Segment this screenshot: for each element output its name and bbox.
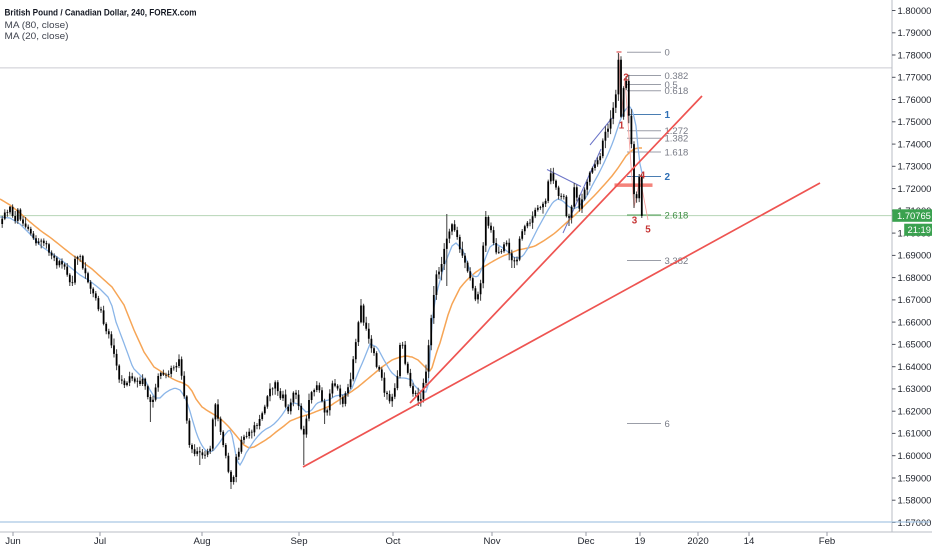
svg-text:1.80000: 1.80000: [898, 5, 932, 16]
svg-text:1.75000: 1.75000: [898, 116, 932, 127]
svg-text:Jul: Jul: [94, 536, 106, 547]
svg-text:1.76000: 1.76000: [898, 94, 932, 105]
svg-text:2: 2: [665, 172, 671, 183]
svg-text:3: 3: [632, 216, 638, 227]
svg-text:British Pound / Canadian Dolla: British Pound / Canadian Dollar, 240, FO…: [5, 7, 197, 17]
svg-text:0.5: 0.5: [665, 80, 678, 91]
svg-text:1.66000: 1.66000: [898, 316, 932, 327]
svg-text:6: 6: [665, 419, 670, 430]
svg-text:Aug: Aug: [193, 536, 210, 547]
svg-text:Jun: Jun: [5, 536, 20, 547]
svg-text:1.618: 1.618: [665, 147, 689, 158]
svg-text:1.58000: 1.58000: [898, 495, 932, 506]
svg-text:1.77000: 1.77000: [898, 72, 932, 83]
svg-text:1.61000: 1.61000: [898, 428, 932, 439]
svg-text:1.63000: 1.63000: [898, 383, 932, 394]
svg-text:2.618: 2.618: [665, 210, 689, 221]
svg-text:1.73000: 1.73000: [898, 161, 932, 172]
svg-text:1.64000: 1.64000: [898, 361, 932, 372]
svg-text:2020: 2020: [687, 536, 708, 547]
svg-text:Sep: Sep: [290, 536, 307, 547]
svg-text:Feb: Feb: [819, 536, 836, 547]
svg-text:19: 19: [635, 536, 646, 547]
svg-text:4: 4: [640, 171, 646, 182]
svg-text:MA (20, close): MA (20, close): [5, 31, 69, 41]
svg-text:5: 5: [645, 225, 651, 236]
svg-text:1.65000: 1.65000: [898, 339, 932, 350]
svg-text:Nov: Nov: [483, 536, 500, 547]
svg-text:0: 0: [665, 48, 670, 59]
svg-text:21:19: 21:19: [908, 224, 931, 235]
svg-text:1.74000: 1.74000: [898, 138, 932, 149]
svg-text:1.69000: 1.69000: [898, 250, 932, 261]
svg-text:1.59000: 1.59000: [898, 472, 932, 483]
svg-text:14: 14: [744, 536, 755, 547]
svg-text:0.618: 0.618: [665, 86, 689, 97]
svg-text:MA (80, close): MA (80, close): [5, 20, 69, 30]
svg-text:1.78000: 1.78000: [898, 49, 932, 60]
svg-text:1: 1: [619, 121, 625, 132]
svg-text:1.382: 1.382: [665, 134, 689, 145]
svg-text:Dec: Dec: [577, 536, 594, 547]
svg-text:1.70765: 1.70765: [897, 210, 931, 221]
svg-text:2: 2: [623, 73, 629, 84]
svg-text:0.382: 0.382: [665, 71, 689, 82]
svg-text:1.79000: 1.79000: [898, 27, 932, 38]
svg-text:Oct: Oct: [386, 536, 401, 547]
svg-text:1.62000: 1.62000: [898, 406, 932, 417]
svg-text:1.67000: 1.67000: [898, 294, 932, 305]
svg-text:1.72000: 1.72000: [898, 183, 932, 194]
svg-text:1.68000: 1.68000: [898, 272, 932, 283]
svg-text:1.60000: 1.60000: [898, 450, 932, 461]
svg-text:1.272: 1.272: [665, 126, 689, 137]
svg-text:1: 1: [665, 110, 671, 121]
